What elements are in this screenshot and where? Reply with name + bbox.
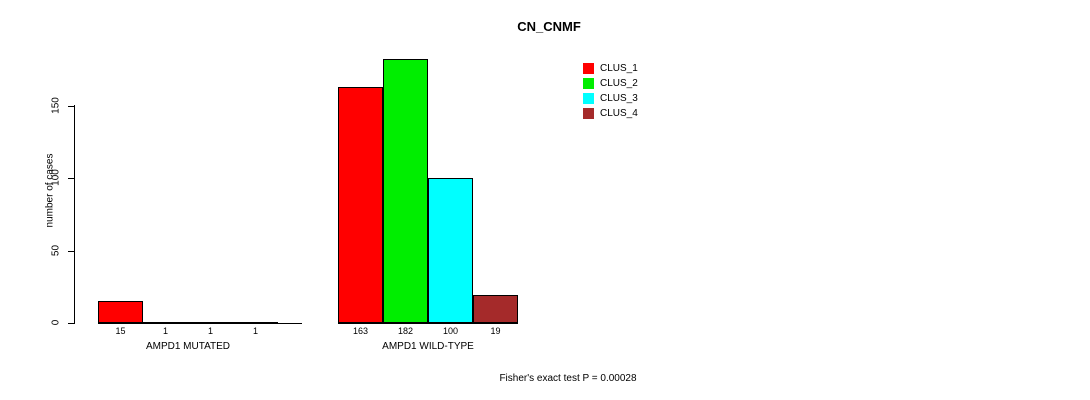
x-axis-group-label: AMPD1 MUTATED xyxy=(145,341,231,352)
bar-value-label: 19 xyxy=(490,326,501,336)
x-axis-line-ampd1-wild-type xyxy=(338,323,518,324)
legend: CLUS_1 CLUS_2 CLUS_3 CLUS_4 xyxy=(583,61,638,121)
bar[interactable] xyxy=(473,295,518,323)
y-axis-tick xyxy=(68,105,74,107)
y-axis-tick-label: 50 xyxy=(50,244,62,256)
legend-color-swatch xyxy=(583,63,594,74)
bar-value-label: 182 xyxy=(397,326,414,336)
bar[interactable] xyxy=(383,59,428,323)
bar[interactable] xyxy=(98,301,143,323)
bar-value-label: 15 xyxy=(115,326,126,336)
bar[interactable] xyxy=(428,178,473,323)
legend-item[interactable]: CLUS_3 xyxy=(583,91,638,106)
y-axis-tick-label: 0 xyxy=(50,319,62,326)
bar[interactable] xyxy=(233,322,278,324)
x-axis-group-label: AMPD1 WILD-TYPE xyxy=(382,341,474,352)
legend-color-swatch xyxy=(583,93,594,104)
bar-value-label: 1 xyxy=(162,326,168,336)
bar-value-label: 1 xyxy=(207,326,213,336)
y-axis-tick xyxy=(68,323,74,324)
legend-item-label: CLUS_1 xyxy=(600,63,638,74)
bar[interactable] xyxy=(143,322,188,324)
y-axis-tick xyxy=(68,178,74,179)
bar[interactable] xyxy=(338,87,383,323)
y-axis-tick xyxy=(68,250,74,252)
legend-item-label: CLUS_2 xyxy=(600,78,638,89)
y-axis-title: number of cases xyxy=(44,153,56,228)
bar-value-label: 100 xyxy=(442,326,459,336)
legend-item-label: CLUS_3 xyxy=(600,93,638,104)
legend-color-swatch xyxy=(583,78,594,89)
y-axis-tick-label: 150 xyxy=(50,96,62,114)
chart-title: CN_CNMF xyxy=(517,19,581,34)
legend-item-label: CLUS_4 xyxy=(600,108,638,119)
legend-item[interactable]: CLUS_4 xyxy=(583,106,638,121)
bar-value-label: 163 xyxy=(352,326,369,336)
legend-item[interactable]: CLUS_1 xyxy=(583,61,638,76)
legend-color-swatch xyxy=(583,108,594,119)
legend-item[interactable]: CLUS_2 xyxy=(583,76,638,91)
footer-annotation: Fisher's exact test P = 0.00028 xyxy=(499,373,637,384)
y-axis-line xyxy=(74,105,75,324)
bar-value-label: 1 xyxy=(252,326,258,336)
bar[interactable] xyxy=(188,322,233,324)
